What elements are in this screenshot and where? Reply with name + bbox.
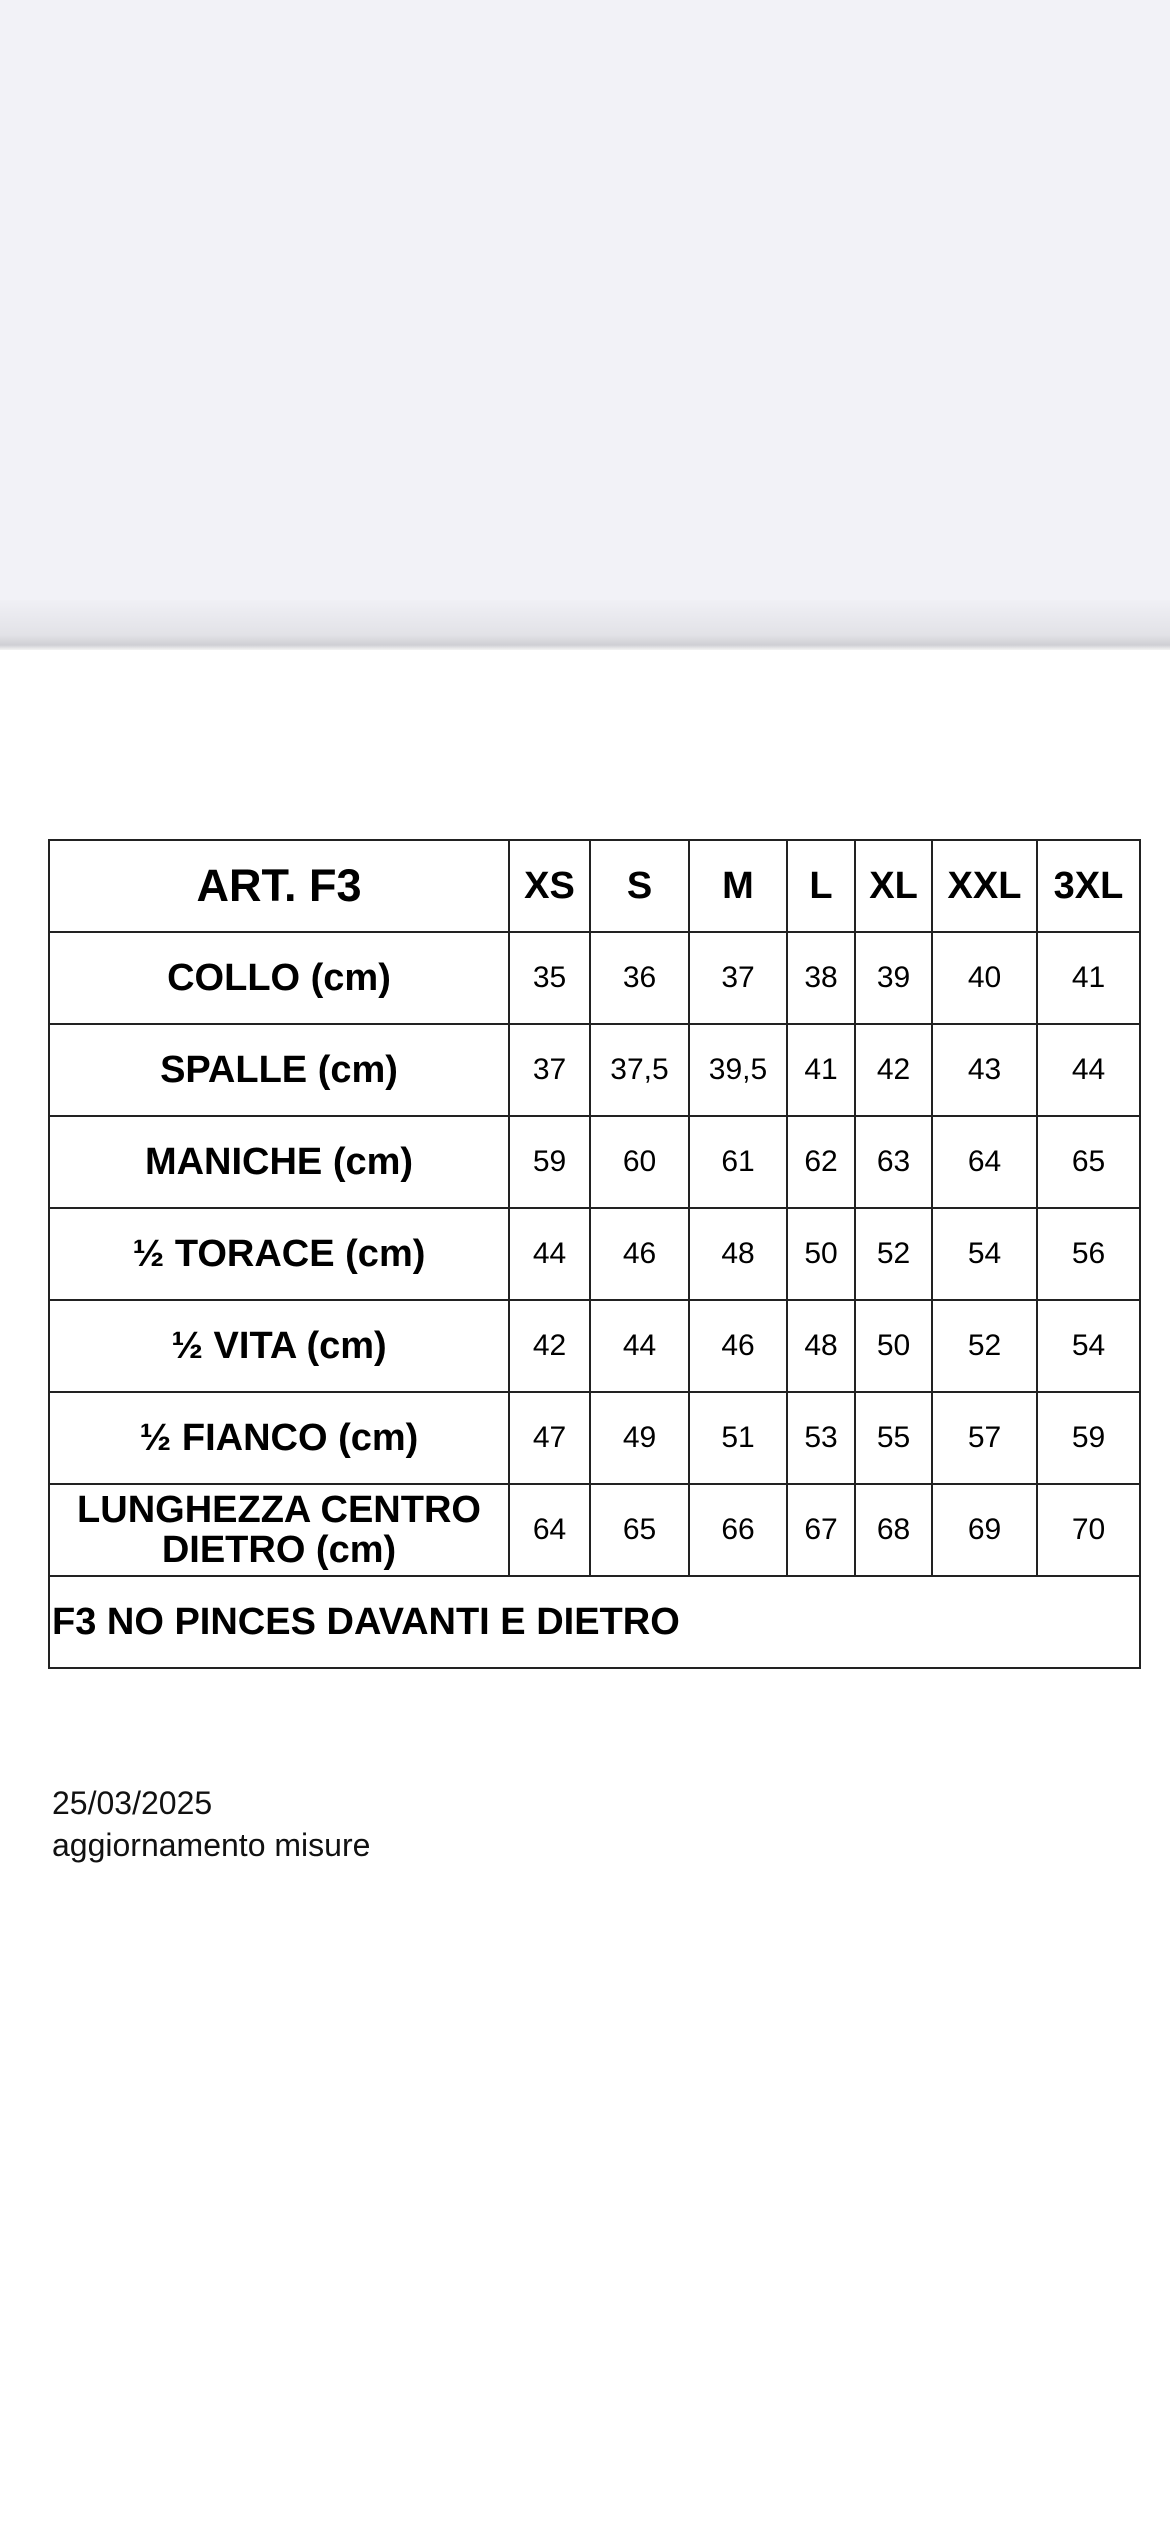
measure-value: 63: [854, 1115, 933, 1209]
measure-value: 42: [508, 1299, 591, 1393]
note-text: F3 NO PINCES DAVANTI E DIETRO: [48, 1575, 1141, 1669]
measure-value: 64: [508, 1483, 591, 1577]
measure-value: 44: [1036, 1023, 1141, 1117]
measure-value: 60: [589, 1115, 690, 1209]
measure-label: LUNGHEZZA CENTRO DIETRO (cm): [48, 1483, 510, 1577]
measure-value: 69: [931, 1483, 1038, 1577]
footer: 25/03/2025 aggiornamento misure: [52, 1782, 370, 1866]
table-row: ½ VITA (cm) 42 44 46 48 50 52 54: [48, 1299, 1141, 1393]
measure-value: 46: [589, 1207, 690, 1301]
sheet-edge-shadow: [0, 600, 1170, 650]
top-blank-area: [0, 0, 1170, 640]
measure-value: 55: [854, 1391, 933, 1485]
measure-label: SPALLE (cm): [48, 1023, 510, 1117]
measure-value: 66: [688, 1483, 788, 1577]
measure-label: ½ FIANCO (cm): [48, 1391, 510, 1485]
table-row: ½ TORACE (cm) 44 46 48 50 52 54 56: [48, 1207, 1141, 1301]
update-date: 25/03/2025: [52, 1785, 213, 1821]
measure-value: 59: [1036, 1391, 1141, 1485]
article-title: ART. F3: [48, 839, 510, 933]
measure-value: 65: [589, 1483, 690, 1577]
header-row: ART. F3 XS S M L XL XXL 3XL: [48, 839, 1141, 933]
measure-value: 51: [688, 1391, 788, 1485]
measure-value: 37: [508, 1023, 591, 1117]
measure-value: 48: [786, 1299, 856, 1393]
measure-value: 44: [508, 1207, 591, 1301]
table-row: LUNGHEZZA CENTRO DIETRO (cm) 64 65 66 67 68 69…: [48, 1483, 1141, 1577]
size-header: S: [589, 839, 690, 933]
measure-value: 39,5: [688, 1023, 788, 1117]
measure-value: 37,5: [589, 1023, 690, 1117]
measure-value: 47: [508, 1391, 591, 1485]
measure-label: ½ VITA (cm): [48, 1299, 510, 1393]
size-header: L: [786, 839, 856, 933]
measure-value: 67: [786, 1483, 856, 1577]
size-header: 3XL: [1036, 839, 1141, 933]
measure-value: 59: [508, 1115, 591, 1209]
measure-label: MANICHE (cm): [48, 1115, 510, 1209]
measure-value: 35: [508, 931, 591, 1025]
measure-label: ½ TORACE (cm): [48, 1207, 510, 1301]
measure-value: 41: [1036, 931, 1141, 1025]
measure-value: 49: [589, 1391, 690, 1485]
measure-value: 68: [854, 1483, 933, 1577]
measure-value: 57: [931, 1391, 1038, 1485]
measure-value: 39: [854, 931, 933, 1025]
measure-value: 64: [931, 1115, 1038, 1209]
measure-value: 42: [854, 1023, 933, 1117]
measure-value: 46: [688, 1299, 788, 1393]
measure-value: 53: [786, 1391, 856, 1485]
measure-value: 48: [688, 1207, 788, 1301]
measure-value: 70: [1036, 1483, 1141, 1577]
table-row: MANICHE (cm) 59 60 61 62 63 64 65: [48, 1115, 1141, 1209]
measure-value: 38: [786, 931, 856, 1025]
measure-value: 62: [786, 1115, 856, 1209]
measure-value: 50: [854, 1299, 933, 1393]
size-header: XS: [508, 839, 591, 933]
measure-value: 44: [589, 1299, 690, 1393]
measure-value: 56: [1036, 1207, 1141, 1301]
size-header: XL: [854, 839, 933, 933]
measure-value: 54: [931, 1207, 1038, 1301]
update-note: aggiornamento misure: [52, 1827, 371, 1863]
measure-value: 52: [854, 1207, 933, 1301]
table-row: ½ FIANCO (cm) 47 49 51 53 55 57 59: [48, 1391, 1141, 1485]
measure-value: 54: [1036, 1299, 1141, 1393]
size-header: M: [688, 839, 788, 933]
measure-value: 50: [786, 1207, 856, 1301]
measure-value: 36: [589, 931, 690, 1025]
measure-value: 37: [688, 931, 788, 1025]
size-header: XXL: [931, 839, 1038, 933]
table-row: SPALLE (cm) 37 37,5 39,5 41 42 43 44: [48, 1023, 1141, 1117]
size-chart-table: ART. F3 XS S M L XL XXL 3XL COLLO (cm) 35 36 37 38 39…: [48, 839, 1141, 1669]
note-row: F3 NO PINCES DAVANTI E DIETRO: [48, 1575, 1141, 1669]
measure-value: 65: [1036, 1115, 1141, 1209]
measure-value: 52: [931, 1299, 1038, 1393]
measure-value: 43: [931, 1023, 1038, 1117]
measure-value: 41: [786, 1023, 856, 1117]
measure-value: 61: [688, 1115, 788, 1209]
table-row: COLLO (cm) 35 36 37 38 39 40 41: [48, 931, 1141, 1025]
measure-label: COLLO (cm): [48, 931, 510, 1025]
measure-value: 40: [931, 931, 1038, 1025]
